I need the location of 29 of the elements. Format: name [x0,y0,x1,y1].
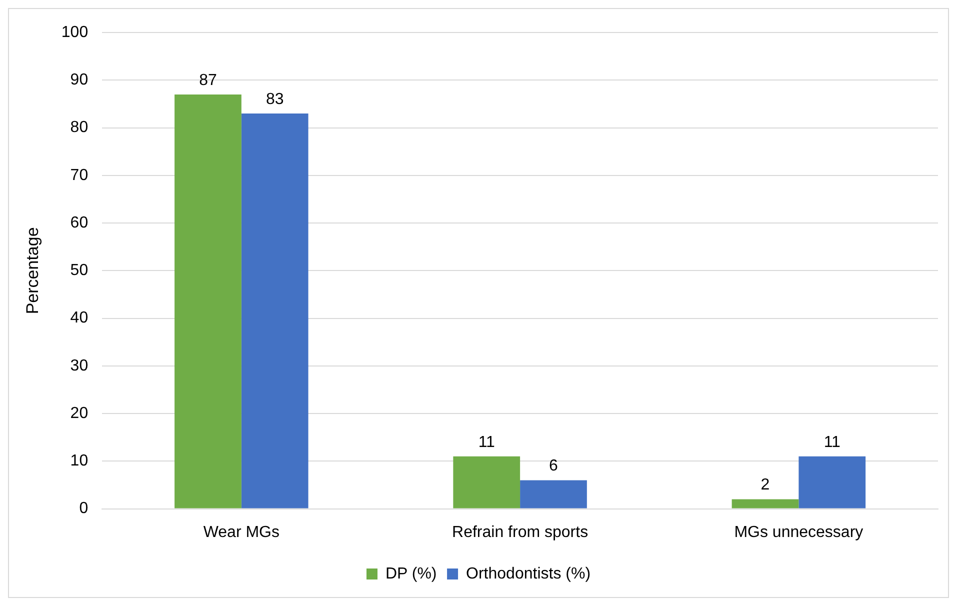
x-tick-label: Wear MGs [203,524,280,541]
y-tick-label: 90 [70,72,88,89]
y-tick-label: 50 [70,262,88,280]
data-label: 11 [478,434,496,451]
legend-label: Orthodontists (%) [466,565,591,582]
y-tick-label: 40 [70,310,88,327]
bar [520,480,587,508]
y-tick-label: 80 [70,119,88,136]
data-label: 83 [266,90,284,108]
bar [241,114,308,508]
y-tick-label: 0 [79,500,88,518]
data-label: 87 [199,72,217,89]
y-tick-label: 20 [70,404,88,422]
y-tick-label: 100 [61,24,88,42]
y-axis-title: Percentage [22,227,42,314]
data-label: 2 [760,476,770,494]
data-label: 6 [549,458,558,475]
x-tick-label: MGs unnecessary [734,524,864,541]
y-tick-label: 30 [70,357,88,374]
bar [453,456,520,508]
y-tick-label: 70 [70,166,88,184]
bar [174,94,242,508]
legend-label: DP (%) [385,565,437,582]
x-tick-label: Refrain from sports [452,524,588,541]
data-label: 11 [824,434,841,451]
bar [798,456,866,508]
y-tick-label: 10 [70,452,88,470]
bar [732,499,799,508]
y-tick-label: 60 [70,214,88,232]
